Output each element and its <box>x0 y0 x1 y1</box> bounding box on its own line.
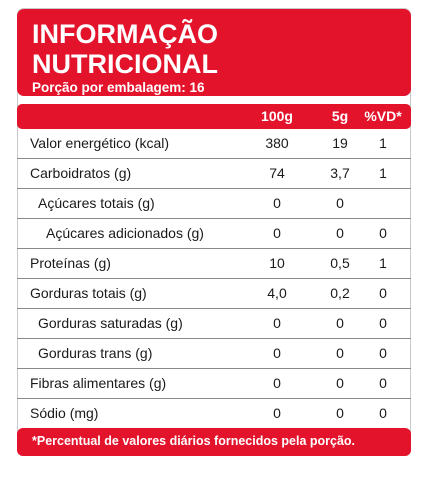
nutrient-name: Açúcares adicionados (g) <box>46 225 204 241</box>
nutrient-name: Gorduras saturadas (g) <box>38 315 183 331</box>
value-100g: 380 <box>265 135 289 151</box>
nutrient-name: Gorduras trans (g) <box>38 345 153 361</box>
value-5g: 0 <box>336 345 344 361</box>
nutrient-name: Gorduras totais (g) <box>30 285 147 301</box>
table-row: Valor energético (kcal) 380 19 1 <box>17 129 411 159</box>
value-5g: 0 <box>336 195 344 211</box>
nutrient-table: Valor energético (kcal) 380 19 1 Carboid… <box>17 129 411 429</box>
value-100g: 4,0 <box>267 285 287 301</box>
nutrient-name: Açúcares totais (g) <box>38 195 155 211</box>
value-100g: 0 <box>273 375 281 391</box>
column-headers: 100g 5g %VD* <box>17 104 411 129</box>
nutrient-name: Fibras alimentares (g) <box>30 375 167 391</box>
table-row: Açúcares totais (g) 0 0 <box>17 189 411 219</box>
nutrient-name: Proteínas (g) <box>30 255 111 271</box>
value-100g: 0 <box>273 345 281 361</box>
nutrition-title: INFORMAÇÃO NUTRICIONAL <box>32 19 218 79</box>
value-5g: 19 <box>332 135 348 151</box>
value-vd: 1 <box>379 255 387 271</box>
table-row: Açúcares adicionados (g) 0 0 0 <box>17 219 411 249</box>
value-5g: 0 <box>336 405 344 421</box>
value-vd: 0 <box>379 315 387 331</box>
value-5g: 3,7 <box>330 165 350 181</box>
servings-per-package: Porção por embalagem: 16 <box>32 80 205 95</box>
nutrition-header: INFORMAÇÃO NUTRICIONAL Porção por embala… <box>17 9 411 112</box>
table-row: Gorduras trans (g) 0 0 0 <box>17 339 411 369</box>
value-5g: 0,5 <box>330 255 350 271</box>
value-vd: 0 <box>379 345 387 361</box>
value-vd: 1 <box>379 135 387 151</box>
value-100g: 0 <box>273 405 281 421</box>
table-row: Fibras alimentares (g) 0 0 0 <box>17 369 411 399</box>
column-header-vd: %VD* <box>364 108 402 124</box>
nutrient-name: Valor energético (kcal) <box>30 135 170 151</box>
value-100g: 0 <box>273 225 281 241</box>
value-vd: 0 <box>379 375 387 391</box>
table-row: Proteínas (g) 10 0,5 1 <box>17 249 411 279</box>
value-100g: 0 <box>273 315 281 331</box>
table-row: Gorduras saturadas (g) 0 0 0 <box>17 309 411 339</box>
column-header-100g: 100g <box>261 108 293 124</box>
value-vd: 1 <box>379 165 387 181</box>
column-header-5g: 5g <box>331 108 349 124</box>
value-5g: 0 <box>336 375 344 391</box>
value-5g: 0 <box>336 225 344 241</box>
daily-value-footnote: *Percentual de valores diários fornecido… <box>17 428 411 456</box>
table-row: Gorduras totais (g) 4,0 0,2 0 <box>17 279 411 309</box>
value-100g: 0 <box>273 195 281 211</box>
table-row: Sódio (mg) 0 0 0 <box>17 399 411 429</box>
value-vd: 0 <box>379 225 387 241</box>
value-5g: 0,2 <box>330 285 350 301</box>
nutrient-name: Sódio (mg) <box>30 405 99 421</box>
value-vd: 0 <box>379 285 387 301</box>
value-5g: 0 <box>336 315 344 331</box>
value-100g: 10 <box>269 255 285 271</box>
value-100g: 74 <box>269 165 285 181</box>
nutrient-name: Carboidratos (g) <box>30 165 132 181</box>
value-vd: 0 <box>379 405 387 421</box>
table-row: Carboidratos (g) 74 3,7 1 <box>17 159 411 189</box>
